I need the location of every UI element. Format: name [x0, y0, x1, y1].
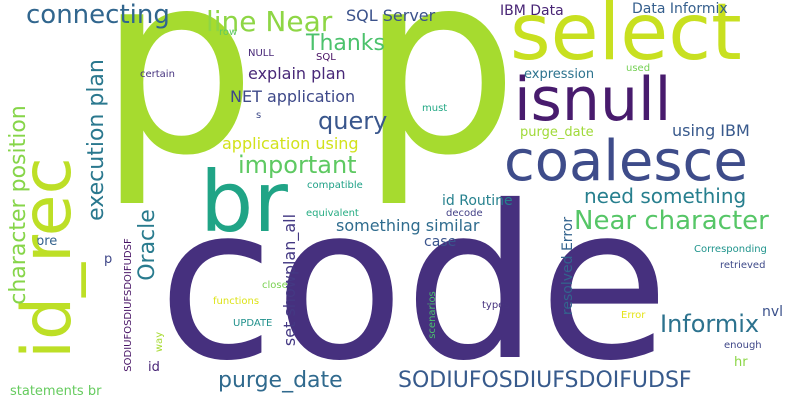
- word-explain-plan: explain plan: [248, 64, 346, 83]
- word-functions: functions: [213, 296, 260, 307]
- word-hr: hr: [734, 355, 748, 370]
- word-informix: Informix: [660, 310, 760, 338]
- word-row: row: [219, 27, 238, 38]
- word-p-small: p: [104, 252, 113, 267]
- word-sql-server: SQL Server: [346, 6, 436, 25]
- word-p-left: p: [98, 0, 257, 210]
- word-sql: SQL: [316, 52, 336, 63]
- word-retrieved: retrieved: [720, 260, 766, 271]
- word-case: case: [424, 234, 457, 250]
- word-enough: enough: [724, 340, 762, 351]
- word-must: must: [422, 103, 448, 114]
- word-execution-plan: execution plan: [84, 59, 109, 221]
- word-isnull: isnull: [514, 65, 672, 135]
- word-resolved-error: resolved Error: [560, 216, 576, 316]
- word-thanks: Thanks: [306, 31, 386, 56]
- word-purge-date-small: purge_date: [520, 125, 594, 140]
- word-error: Error: [621, 310, 646, 321]
- word-used: used: [626, 63, 651, 74]
- word-way: way: [154, 331, 165, 353]
- word-need-something: need something: [584, 184, 747, 208]
- word-net-application: NET application: [230, 87, 356, 106]
- word-line-near: line Near: [206, 5, 333, 38]
- word-equivalent: equivalent: [306, 208, 359, 219]
- word-s: s: [256, 110, 262, 121]
- word-pre: pre: [36, 234, 58, 249]
- word-select: select: [510, 0, 742, 78]
- word-corresponding: Corresponding: [694, 244, 767, 255]
- word-coalesce: coalesce: [504, 129, 748, 194]
- word-application-using: application using: [222, 134, 359, 153]
- word-connecting: connecting: [26, 0, 170, 30]
- word-statements-br: statements br: [10, 384, 102, 399]
- word-query: query: [318, 107, 388, 135]
- word-sodiu-big: SODIUFOSDIUFSDOIFUDSF: [398, 368, 692, 393]
- word-near-character: Near character: [574, 206, 769, 236]
- word-using-ibm: using IBM: [672, 121, 750, 140]
- word-oracle: Oracle: [135, 209, 160, 281]
- word-sodiu-small: SODIUFOSDIUFSDOIFUDSF: [123, 238, 134, 372]
- word-certain: certain: [140, 69, 175, 80]
- word-close: close: [262, 280, 288, 291]
- word-important: important: [238, 151, 357, 179]
- word-data-informix: Data Informix: [632, 1, 728, 17]
- word-compatible: compatible: [307, 180, 363, 191]
- word-something-similar: something similar: [336, 216, 480, 235]
- word-id-routine: id Routine: [442, 193, 513, 209]
- word-p-right: p: [360, 0, 519, 210]
- word-null: NULL: [248, 48, 274, 59]
- word-update: UPDATE: [233, 318, 273, 329]
- word-set-showplan: set showplan_all: [280, 213, 299, 347]
- word-types: types: [482, 300, 510, 311]
- word-purge-date-big: purge_date: [218, 368, 343, 393]
- word-expression: expression: [524, 67, 595, 82]
- word-character-position: character position: [6, 105, 31, 305]
- word-decode: decode: [446, 208, 483, 219]
- word-scenarios: scenarios: [427, 291, 438, 339]
- word-br: br: [200, 153, 288, 251]
- word-code: code: [158, 160, 670, 400]
- word-nvl: nvl: [762, 304, 784, 320]
- word-ibm-data: IBM Data: [500, 3, 564, 19]
- word-id-small: id: [148, 360, 160, 375]
